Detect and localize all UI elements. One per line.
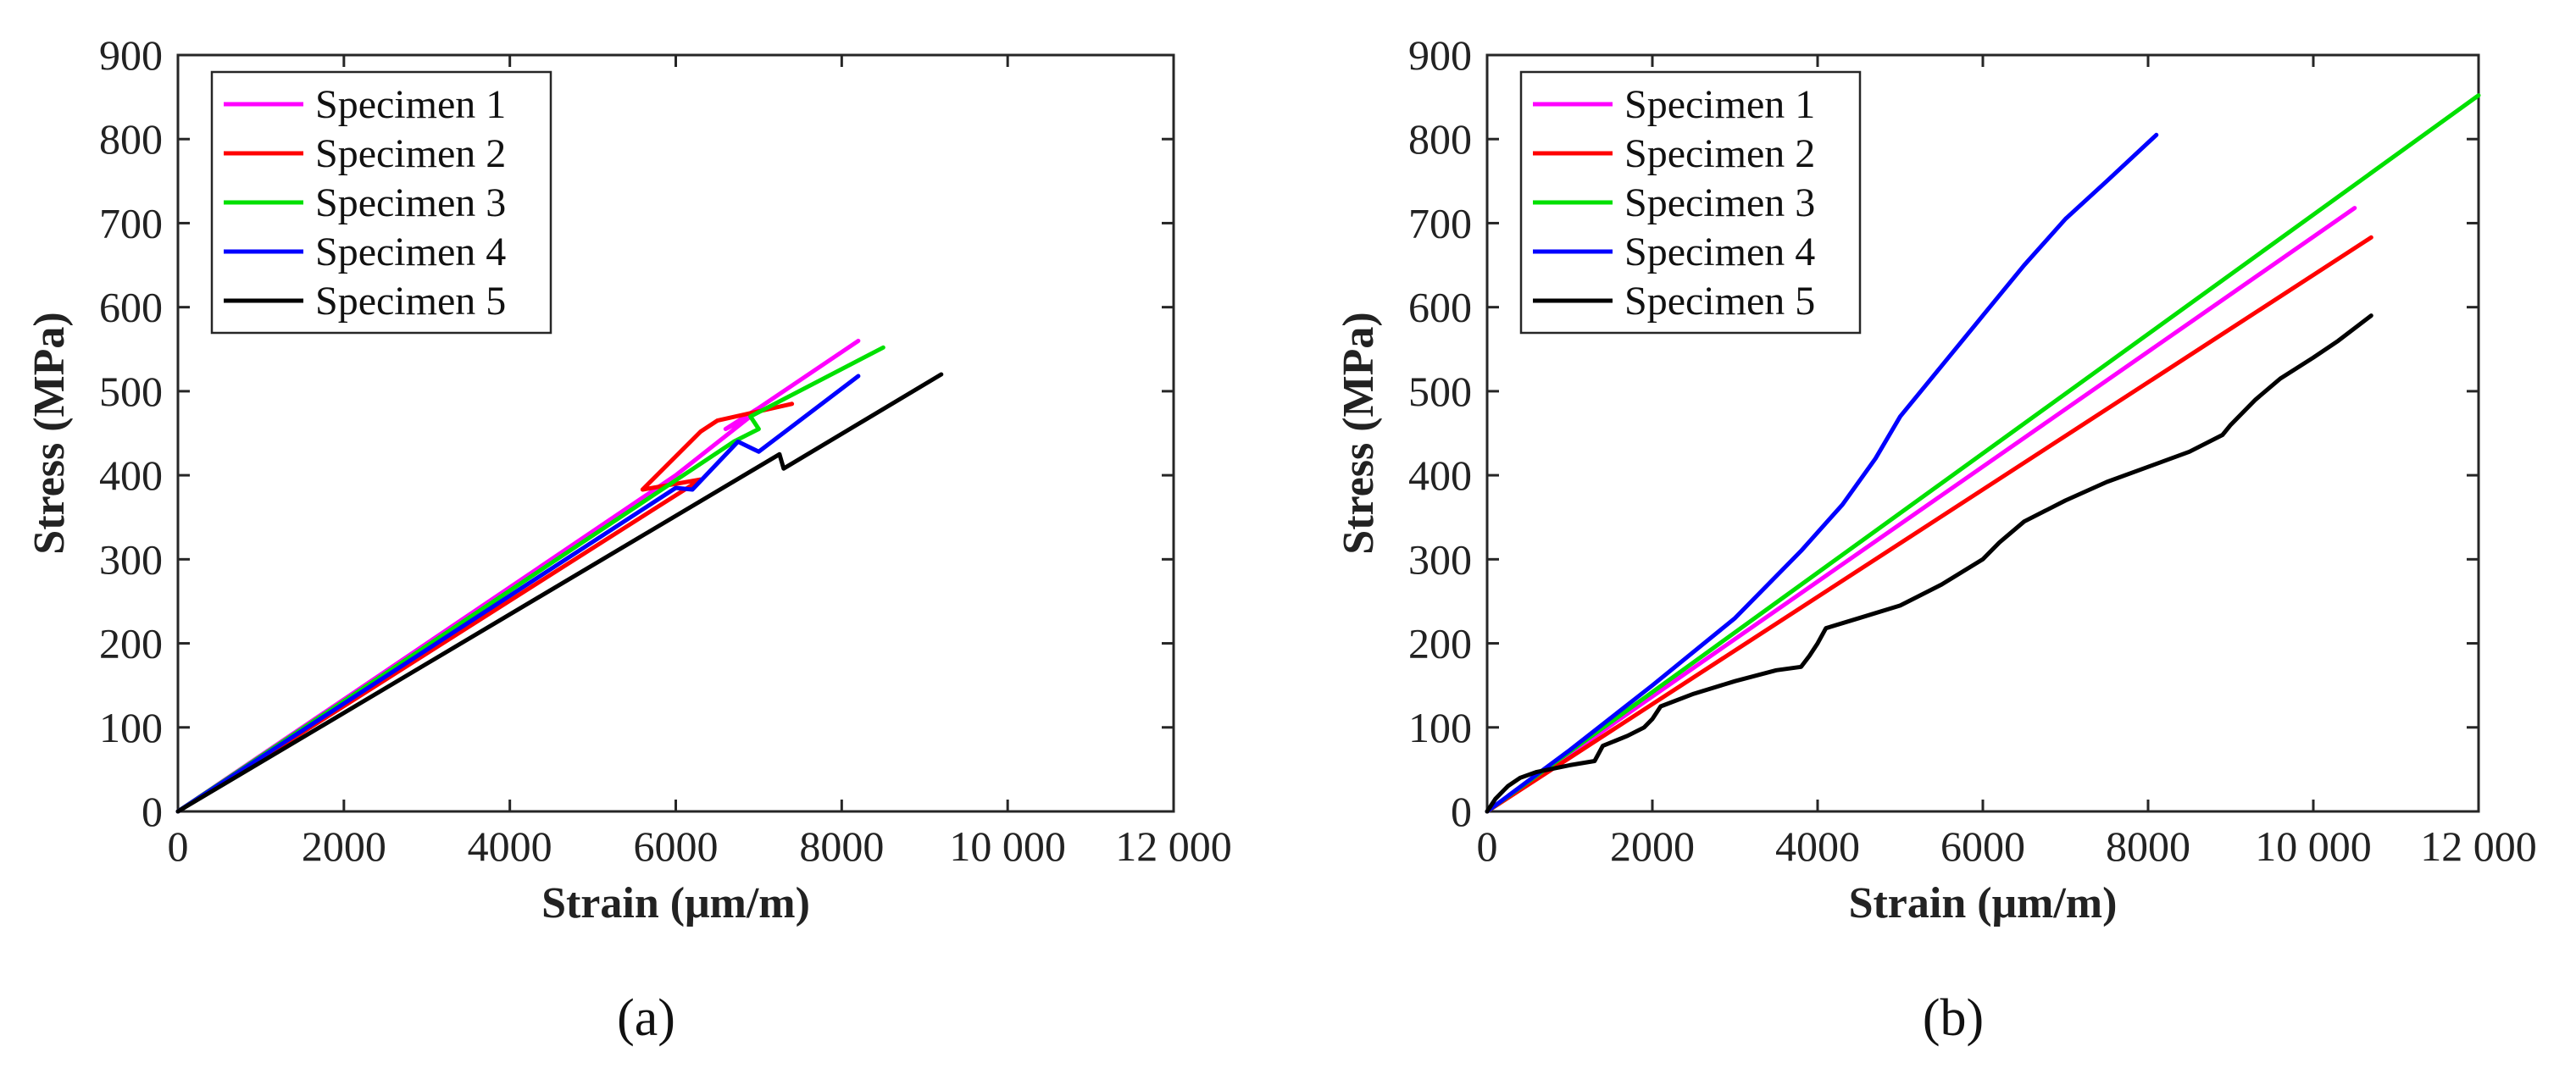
x-tick-label: 4000 [1775, 822, 1860, 870]
series-line-specimen-5 [1485, 313, 2373, 814]
panel-label: (b) [1923, 989, 1984, 1047]
y-tick-label: 900 [1408, 31, 1472, 79]
x-tick-label: 10 000 [949, 822, 1066, 870]
x-tick-label: 12 000 [2420, 822, 2537, 870]
series-line-specimen-4 [175, 374, 861, 814]
y-tick-label: 400 [1408, 451, 1472, 499]
x-tick-label: 4000 [468, 822, 552, 870]
y-tick-label: 800 [1408, 115, 1472, 163]
y-tick-label: 800 [99, 115, 163, 163]
legend-label: Specimen 1 [1624, 82, 1815, 127]
series-line-specimen-5 [175, 372, 944, 814]
y-tick-label: 300 [99, 535, 163, 583]
y-tick-label: 100 [99, 704, 163, 751]
y-tick-label: 500 [1408, 368, 1472, 415]
x-tick-label: 6000 [1940, 822, 2025, 870]
legend-label: Specimen 5 [1624, 279, 1815, 324]
series-line-specimen-1 [175, 338, 861, 814]
series-line-specimen-4 [1485, 132, 2159, 814]
y-axis-title: Stress (MPa) [1335, 312, 1383, 554]
chart-panel-1: 0 2000 4000 6000 8000 10 000 12 000 0 100 200 300 4… [25, 31, 1232, 1047]
x-tick-label: 6000 [634, 822, 719, 870]
x-tick-label: 0 [1477, 822, 1498, 870]
y-tick-label: 0 [1451, 788, 1472, 835]
x-tick-label: 10 000 [2255, 822, 2372, 870]
legend-label: Specimen 3 [315, 180, 506, 225]
y-tick-label: 100 [1408, 704, 1472, 751]
y-tick-label: 600 [1408, 284, 1472, 331]
series-line-specimen-1 [1485, 206, 2357, 814]
series-line-specimen-2 [175, 401, 795, 814]
y-tick-label: 500 [99, 368, 163, 415]
x-axis-title: Strain (μm/m) [541, 879, 810, 927]
chart-panel-2: 0 2000 4000 6000 8000 10 000 12 000 0 100 200 300 4… [1335, 31, 2537, 1047]
y-tick-label: 600 [99, 284, 163, 331]
y-tick-label: 400 [99, 451, 163, 499]
series-line-specimen-2 [1485, 235, 2373, 814]
y-tick-label: 0 [142, 788, 163, 835]
y-tick-label: 200 [1408, 620, 1472, 667]
y-axis-title: Stress (MPa) [25, 312, 74, 554]
x-tick-label: 2000 [302, 822, 386, 870]
x-tick-label: 2000 [1610, 822, 1695, 870]
y-tick-label: 900 [99, 31, 163, 79]
panel-label: (a) [617, 989, 675, 1047]
legend-label: Specimen 4 [1624, 230, 1815, 274]
series-line-specimen-3 [175, 345, 886, 814]
legend-label: Specimen 1 [315, 82, 506, 127]
series-line-specimen-3 [1485, 93, 2481, 814]
legend-label: Specimen 5 [315, 279, 506, 324]
y-tick-label: 700 [99, 199, 163, 246]
x-tick-label: 8000 [2106, 822, 2190, 870]
x-tick-label: 0 [168, 822, 189, 870]
x-tick-label: 12 000 [1115, 822, 1232, 870]
x-tick-label: 8000 [799, 822, 884, 870]
x-axis-title: Strain (μm/m) [1849, 879, 2118, 927]
legend-label: Specimen 3 [1624, 180, 1815, 225]
legend-label: Specimen 2 [315, 131, 506, 176]
legend-label: Specimen 2 [1624, 131, 1815, 176]
y-tick-label: 200 [99, 620, 163, 667]
y-tick-label: 700 [1408, 199, 1472, 246]
legend-label: Specimen 4 [315, 230, 506, 274]
y-tick-label: 300 [1408, 535, 1472, 583]
